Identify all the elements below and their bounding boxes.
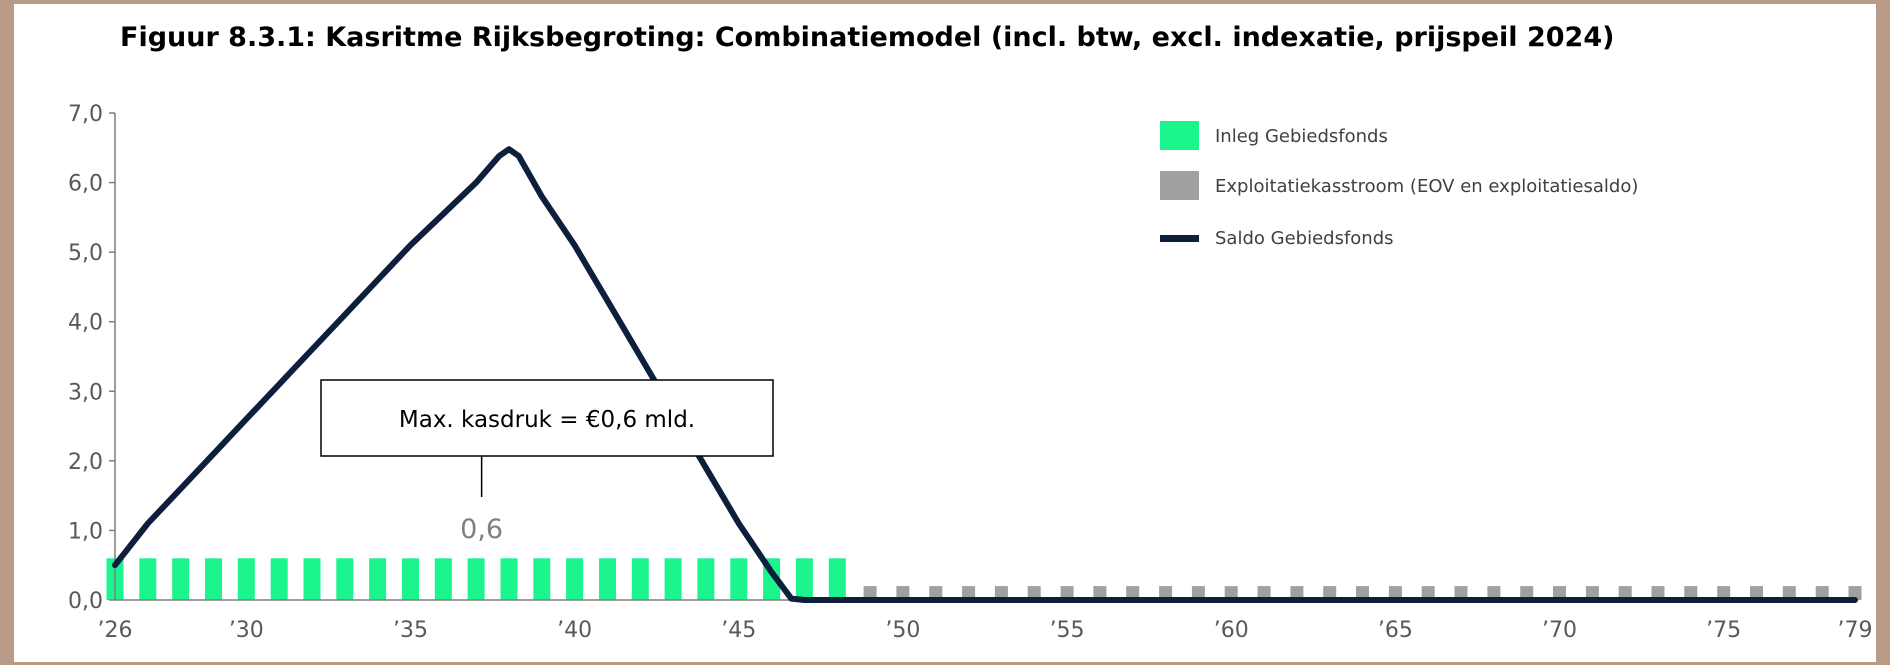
bar-exploitatie xyxy=(1191,586,1205,600)
bar-inleg xyxy=(402,558,419,600)
bar-inleg xyxy=(139,558,157,600)
legend-swatch xyxy=(1160,235,1199,242)
bar-inleg xyxy=(172,558,190,600)
bar-exploitatie xyxy=(1553,586,1566,600)
bar-inleg xyxy=(795,558,813,600)
y-tick-label: 1,0 xyxy=(68,519,103,544)
bar-inleg xyxy=(467,558,485,600)
y-tick-label: 5,0 xyxy=(68,241,103,266)
y-tick-label: 3,0 xyxy=(68,380,103,405)
chart-title: Figuur 8.3.1: Kasritme Rijksbegroting: C… xyxy=(120,22,1615,53)
bar-inleg xyxy=(270,558,288,600)
bar-exploitatie xyxy=(1520,586,1534,600)
bar-exploitatie xyxy=(1848,586,1862,600)
legend: Inleg Gebiedsfonds Exploitatiekasstroom (… xyxy=(1160,121,1638,249)
bar-inleg xyxy=(303,558,321,600)
x-tick-label: ’35 xyxy=(393,618,428,643)
bar-exploitatie xyxy=(896,586,910,600)
legend-label: Saldo Gebiedsfonds xyxy=(1215,228,1394,249)
bar-exploitatie xyxy=(1454,586,1468,600)
bars-group xyxy=(106,558,1862,600)
bar-inleg xyxy=(730,558,748,600)
y-tick-label: 2,0 xyxy=(68,450,103,475)
x-tick-label: ’45 xyxy=(721,618,756,643)
bar-exploitatie xyxy=(1618,586,1632,600)
value-label: 0,6 xyxy=(460,514,503,545)
legend-label: Inleg Gebiedsfonds xyxy=(1215,126,1388,147)
bar-exploitatie xyxy=(929,586,943,600)
bar-exploitatie xyxy=(1585,586,1599,600)
bar-exploitatie xyxy=(1684,586,1698,600)
bar-exploitatie xyxy=(1782,586,1796,600)
legend-swatch xyxy=(1160,121,1199,150)
y-tick-label: 6,0 xyxy=(68,172,103,197)
bar-exploitatie xyxy=(863,586,877,600)
x-tick-label: ’75 xyxy=(1706,618,1741,643)
legend-swatch xyxy=(1160,171,1199,200)
x-tick-label: ’40 xyxy=(557,618,592,643)
x-tick-label: ’60 xyxy=(1214,618,1249,643)
x-tick-label: ’30 xyxy=(229,618,264,643)
axes-group: 0,0 1,0 2,0 3,0 4,0 5,0 6,0 7,0 ’26 ’30 ’35 ’40 ’45 ’… xyxy=(68,102,1873,643)
x-tick-label: ’55 xyxy=(1050,618,1085,643)
bar-inleg xyxy=(828,558,846,600)
callout-text: Max. kasdruk = €0,6 mld. xyxy=(399,407,695,433)
y-tick-label: 4,0 xyxy=(68,311,103,336)
bar-exploitatie xyxy=(1323,586,1337,600)
bar-exploitatie xyxy=(1815,586,1829,600)
bar-inleg xyxy=(631,558,649,600)
x-tick-label: ’26 xyxy=(98,618,133,643)
x-tick-label: ’70 xyxy=(1542,618,1577,643)
bar-inleg xyxy=(369,558,387,600)
bar-exploitatie xyxy=(1126,586,1140,600)
bar-inleg xyxy=(434,558,452,600)
bar-exploitatie xyxy=(1388,586,1402,600)
bar-exploitatie xyxy=(1257,586,1271,600)
y-tick-label: 0,0 xyxy=(68,589,103,614)
bar-exploitatie xyxy=(1060,586,1074,600)
bar-exploitatie xyxy=(1290,586,1304,600)
annotations-group: Max. kasdruk = €0,6 mld. 0,6 xyxy=(320,379,774,545)
bar-exploitatie xyxy=(1356,586,1369,600)
y-tick-label: 7,0 xyxy=(68,102,103,127)
bar-inleg xyxy=(336,558,354,600)
bar-exploitatie xyxy=(1027,586,1041,600)
bar-inleg xyxy=(566,558,584,600)
bar-exploitatie xyxy=(1159,586,1173,600)
bar-exploitatie xyxy=(1487,586,1501,600)
callout-box xyxy=(320,379,774,457)
bar-exploitatie xyxy=(1224,586,1238,600)
bar-inleg xyxy=(664,558,682,600)
bar-inleg xyxy=(533,558,551,600)
bar-inleg xyxy=(205,558,222,600)
bar-inleg xyxy=(697,558,715,600)
bar-exploitatie xyxy=(1421,586,1435,600)
x-tick-label: ’79 xyxy=(1838,618,1873,643)
bar-exploitatie xyxy=(962,586,976,600)
bar-exploitatie xyxy=(1093,586,1107,600)
bar-inleg xyxy=(237,558,255,600)
line-group xyxy=(112,146,1858,603)
bar-exploitatie xyxy=(1750,586,1763,600)
saldo-line xyxy=(112,146,1858,603)
bar-inleg xyxy=(599,558,616,600)
legend-label: Exploitatiekasstroom (EOV en exploitatie… xyxy=(1215,176,1638,197)
bar-inleg xyxy=(500,558,518,600)
x-tick-label: ’50 xyxy=(885,618,920,643)
bar-exploitatie xyxy=(1717,586,1731,600)
x-tick-label: ’65 xyxy=(1378,618,1413,643)
bar-exploitatie xyxy=(994,586,1008,600)
bar-exploitatie xyxy=(1651,586,1665,600)
